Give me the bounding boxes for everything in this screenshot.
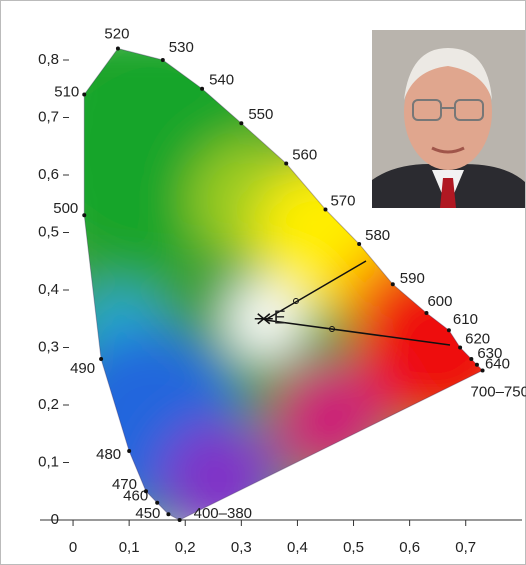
locus-point xyxy=(424,311,429,315)
wavelength-label: 570 xyxy=(330,192,355,209)
wavelength-label: 630 xyxy=(477,345,502,362)
wavelength-label: 620 xyxy=(465,330,490,347)
x-tick-label: 0,4 xyxy=(287,539,308,556)
wavelength-label: 610 xyxy=(453,311,478,328)
wavelength-label: 540 xyxy=(209,72,234,89)
wavelength-label: 700–750 xyxy=(471,383,526,400)
y-tick-label: 0,7 xyxy=(38,108,59,125)
x-tick-label: 0,7 xyxy=(455,539,476,556)
wavelength-label: 480 xyxy=(96,446,121,463)
y-tick-label: 0,5 xyxy=(38,223,59,240)
wavelength-label: 460 xyxy=(123,488,148,505)
locus-point xyxy=(82,213,87,218)
wavelength-label: 550 xyxy=(248,106,273,123)
locus-point xyxy=(200,86,205,91)
wavelength-label: 640 xyxy=(485,356,510,373)
locus-point xyxy=(127,449,132,453)
wavelength-label: 600 xyxy=(427,293,452,310)
locus-point xyxy=(166,512,171,517)
locus-point xyxy=(480,368,485,373)
x-tick-label: 0,6 xyxy=(399,539,420,556)
locus-point xyxy=(239,121,244,126)
wavelength-label: 560 xyxy=(292,146,317,163)
wavelength-label: 520 xyxy=(104,25,129,42)
x-tick-label: 0,1 xyxy=(119,539,140,556)
locus-point xyxy=(143,489,148,494)
locus-point xyxy=(115,46,120,51)
x-tick-label: 0,5 xyxy=(343,539,364,556)
x-tick-label: 0,2 xyxy=(175,539,196,556)
x-tick-label: 0 xyxy=(69,539,77,556)
x-tick-label: 0,3 xyxy=(231,539,252,556)
y-tick-label: 0,4 xyxy=(38,281,59,298)
y-tick-label: 0,1 xyxy=(38,453,59,470)
wavelength-label: 400–380 xyxy=(194,505,252,522)
wavelength-label: 530 xyxy=(169,39,194,56)
photo xyxy=(372,30,525,208)
locus-point xyxy=(357,242,362,246)
locus-point xyxy=(99,357,104,361)
locus-point xyxy=(160,58,165,62)
locus-point xyxy=(323,207,328,212)
wavelength-label: 510 xyxy=(54,83,79,100)
guide-dot xyxy=(329,326,335,332)
y-tick-label: 0,3 xyxy=(38,338,59,355)
locus-point xyxy=(284,161,289,166)
white-point xyxy=(254,313,273,325)
wavelength-label: 490 xyxy=(70,360,95,377)
y-tick-label: 0,6 xyxy=(38,166,59,183)
locus-point xyxy=(474,362,479,367)
locus-point xyxy=(469,357,474,361)
wavelength-label: 470 xyxy=(112,476,137,493)
locus-point xyxy=(458,345,463,350)
guide-line xyxy=(264,260,367,321)
wavelength-label: 450 xyxy=(135,505,160,522)
locus-point xyxy=(177,518,182,522)
locus-point xyxy=(82,92,87,97)
y-tick-label: 0,8 xyxy=(38,51,59,68)
y-tick-label: 0 xyxy=(51,511,59,528)
wavelength-label: 580 xyxy=(365,227,390,244)
wavelength-label: 590 xyxy=(400,270,425,287)
guide-line xyxy=(264,319,451,346)
white-point-label: E xyxy=(274,308,286,328)
locus-point xyxy=(155,500,160,505)
y-tick-label: 0,2 xyxy=(38,396,59,413)
wavelength-label: 500 xyxy=(53,200,78,217)
guide-dot xyxy=(293,298,299,304)
locus-point xyxy=(390,282,395,287)
locus-point xyxy=(446,328,451,333)
